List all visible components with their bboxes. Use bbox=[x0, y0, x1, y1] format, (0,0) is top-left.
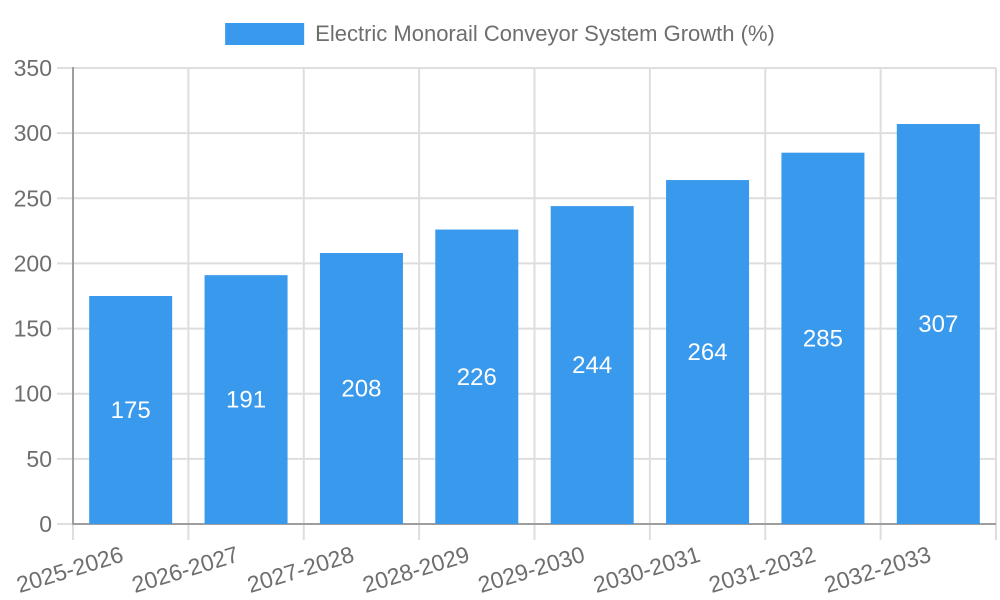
y-axis-tick-label: 350 bbox=[14, 55, 52, 81]
bar-value-label: 175 bbox=[111, 397, 151, 424]
bar-value-label: 191 bbox=[226, 387, 266, 414]
x-axis-tick-label: 2025-2026 bbox=[13, 541, 126, 598]
bar-value-label: 264 bbox=[688, 339, 728, 366]
bar-value-label: 307 bbox=[918, 311, 958, 338]
x-axis-tick-label: 2026-2027 bbox=[129, 541, 242, 598]
x-axis-tick-label: 2027-2028 bbox=[244, 541, 357, 598]
bar bbox=[896, 124, 980, 524]
y-axis-tick-label: 250 bbox=[14, 185, 52, 211]
bar bbox=[319, 253, 403, 524]
bar-value-label: 244 bbox=[572, 352, 612, 379]
bar-value-label: 285 bbox=[803, 325, 843, 352]
y-axis-tick-label: 200 bbox=[14, 250, 52, 276]
bar-value-label: 226 bbox=[457, 364, 497, 391]
legend-label: Electric Monorail Conveyor System Growth… bbox=[315, 21, 775, 46]
x-axis-tick-label: 2028-2029 bbox=[359, 541, 472, 598]
y-axis-tick-label: 50 bbox=[26, 446, 52, 472]
chart-legend[interactable]: Electric Monorail Conveyor System Growth… bbox=[225, 22, 775, 46]
y-axis-tick-label: 150 bbox=[14, 316, 52, 342]
y-axis-tick-label: 300 bbox=[14, 120, 52, 146]
bar bbox=[204, 275, 288, 524]
bar bbox=[435, 229, 519, 524]
bar bbox=[781, 152, 865, 524]
bar bbox=[550, 206, 634, 525]
x-axis-tick-label: 2030-2031 bbox=[590, 541, 703, 598]
legend-swatch bbox=[225, 23, 305, 45]
bar-value-label: 208 bbox=[341, 376, 381, 403]
x-axis-tick-label: 2031-2032 bbox=[706, 541, 819, 598]
bar bbox=[666, 180, 750, 524]
y-axis-tick-label: 0 bbox=[39, 511, 52, 537]
y-axis-tick-label: 100 bbox=[14, 381, 52, 407]
x-axis-tick-label: 2029-2030 bbox=[475, 541, 588, 598]
bar bbox=[89, 296, 173, 524]
x-axis-tick-label: 2032-2033 bbox=[821, 541, 934, 598]
